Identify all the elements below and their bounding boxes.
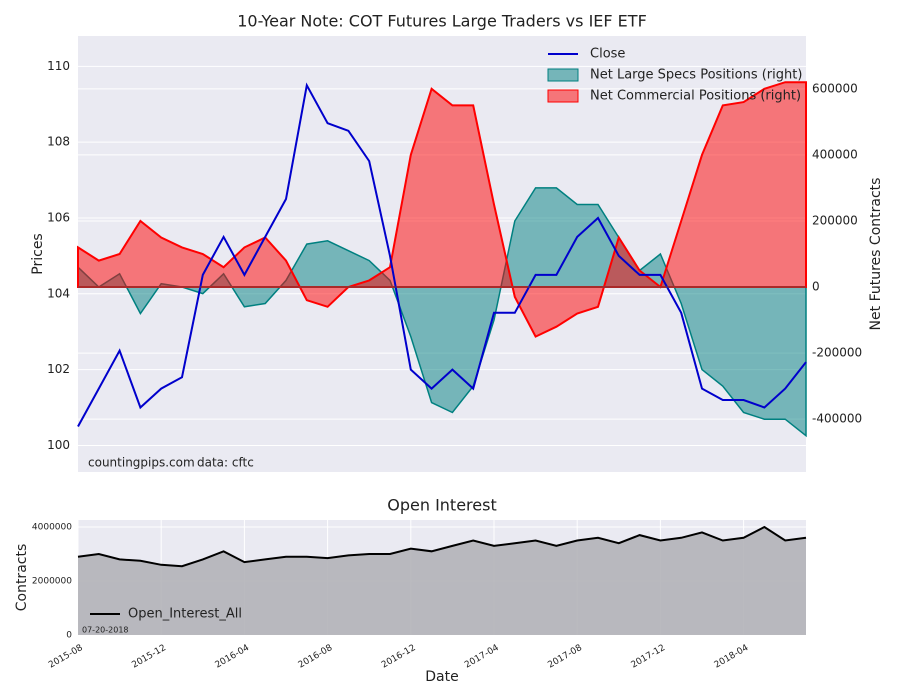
y-tick-label: 106 [47,210,70,224]
legend-label: Open_Interest_All [128,607,242,622]
chart-title: Open Interest [387,496,496,515]
x-tick-label: 2018-04 [713,643,751,671]
legend-label: Close [590,47,625,62]
line [77,82,807,427]
annotation: data: cftc [197,456,254,470]
line [77,525,807,568]
legend-swatch [547,89,579,103]
y2-tick-label: 400000 [812,147,858,161]
y2-tick-label: 0 [812,280,820,294]
y-axis-label: Prices [30,233,46,274]
y-tick-label: 2000000 [32,577,72,587]
y-tick-label: 4000000 [32,523,72,533]
legend-swatch [547,68,579,82]
x-tick-label: 2016-04 [214,643,252,671]
chart-title: 10-Year Note: COT Futures Large Traders … [237,12,647,31]
y2-tick-label: -400000 [812,412,862,426]
y-tick-label: 100 [47,438,70,452]
annotation: countingpips.com [88,456,195,470]
x-tick-label: 2017-04 [463,643,501,671]
y-tick-label: 108 [47,135,70,149]
y-tick-label: 0 [66,631,72,641]
area [78,527,806,635]
legend-label: Net Commercial Positions (right) [590,89,801,104]
x-tick-label: 2017-12 [630,643,668,670]
y-axis-label: Contracts [14,544,30,612]
annotation: 07-20-2018 [82,626,129,635]
x-tick-label: 2015-08 [47,643,85,671]
x-tick-label: 2016-12 [380,643,418,670]
x-axis-label: Date [425,669,458,685]
legend-label: Net Large Specs Positions (right) [590,68,802,83]
y2-tick-label: 600000 [812,81,858,95]
y-tick-label: 104 [47,286,70,300]
y2-axis-label: Net Futures Contracts [868,178,884,331]
x-tick-label: 2016-08 [297,643,335,671]
x-tick-label: 2017-08 [546,643,584,671]
y2-tick-label: 200000 [812,213,858,227]
area [77,81,807,338]
y-tick-label: 110 [47,59,70,73]
x-tick-label: 2015-12 [130,643,168,670]
y2-tick-label: -200000 [812,346,862,360]
y-tick-label: 102 [47,362,70,376]
